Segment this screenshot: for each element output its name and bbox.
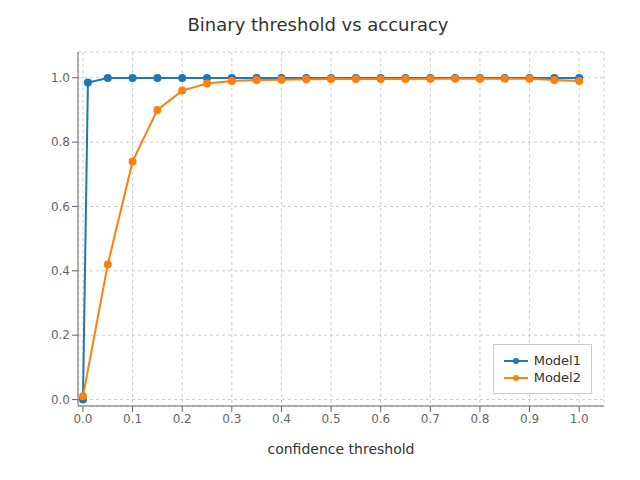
svg-text:0.6: 0.6 bbox=[51, 200, 70, 214]
html-text:Model2: Model2 bbox=[533, 370, 581, 385]
svg-text:0.6: 0.6 bbox=[371, 412, 390, 426]
svg-text:0.8: 0.8 bbox=[51, 135, 70, 149]
html-text:Model1: Model1 bbox=[533, 353, 581, 368]
svg-text:0.0: 0.0 bbox=[73, 412, 92, 426]
svg-text:0.4: 0.4 bbox=[272, 412, 291, 426]
svg-text:0.0: 0.0 bbox=[51, 393, 70, 407]
svg-text:0.9: 0.9 bbox=[520, 412, 539, 426]
svg-text:0.5: 0.5 bbox=[322, 412, 341, 426]
svg-text:0.1: 0.1 bbox=[123, 412, 142, 426]
html-text:Binary threshold vs accuracy: Binary threshold vs accuracy bbox=[187, 14, 449, 35]
svg-text:1.0: 1.0 bbox=[570, 412, 589, 426]
svg-text:0.2: 0.2 bbox=[51, 328, 70, 342]
svg-text:0.4: 0.4 bbox=[51, 264, 70, 278]
svg-text:0.2: 0.2 bbox=[173, 412, 192, 426]
svg-text:1.0: 1.0 bbox=[51, 71, 70, 85]
svg-text:0.3: 0.3 bbox=[222, 412, 241, 426]
svg-text:0.7: 0.7 bbox=[421, 412, 440, 426]
svg-text:confidence threshold: confidence threshold bbox=[267, 441, 414, 457]
svg-text:0.8: 0.8 bbox=[470, 412, 489, 426]
